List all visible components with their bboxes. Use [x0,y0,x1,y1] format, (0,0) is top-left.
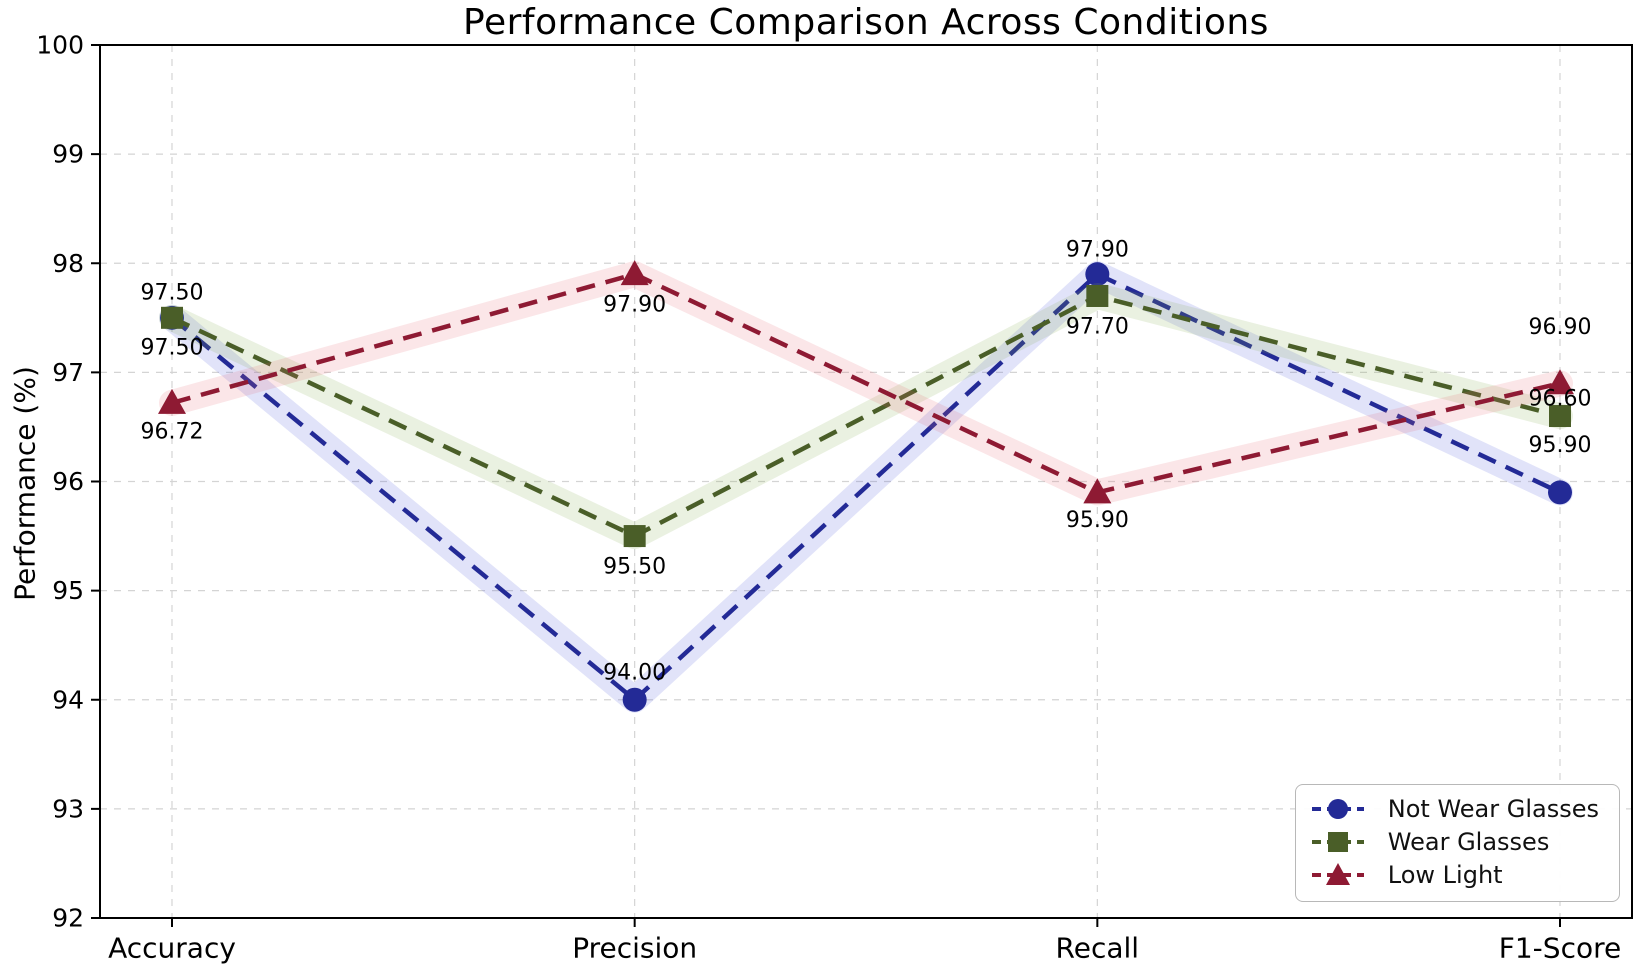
legend-item-low-light: Low Light [1310,861,1599,889]
value-label-not-wear-glasses-precision: 94.00 [603,660,666,685]
not-wear-glasses-point-recall [1085,262,1110,287]
value-label-not-wear-glasses-f1-score: 95.90 [1529,433,1592,458]
wear-glasses-point-f1-score [1549,405,1571,428]
y-tick-label-93: 93 [52,794,84,823]
y-tick-label-92: 92 [52,904,84,933]
x-tick-label-recall: Recall [1056,932,1140,965]
not-wear-glasses-point-f1-score [1548,480,1572,505]
legend-circle-icon [1311,799,1364,819]
not-wear-glasses-point-precision [622,687,647,712]
value-label-not-wear-glasses-recall: 97.90 [1066,238,1129,263]
chart-title: Performance Comparison Across Conditions [463,2,1269,43]
legend: Not Wear Glasses Wear Glasses Low Light [1294,784,1620,902]
low-light-line [171,271,1561,495]
legend-label: Low Light [1387,861,1503,889]
x-tick-label-f1-score: F1-Score [1499,932,1621,965]
low-light-point-recall [1083,478,1112,504]
y-tick-label-98: 98 [52,249,84,278]
y-tick-label-97: 97 [52,358,84,387]
value-label-low-light-f1-score: 96.90 [1529,315,1592,340]
y-tick-label-94: 94 [52,685,84,714]
legend-triangle-icon [1311,863,1364,885]
value-label-not-wear-glasses-accuracy: 97.50 [141,335,204,360]
low-light-point-accuracy [158,388,186,414]
value-label-low-light-recall: 95.90 [1066,508,1129,533]
legend-label: Not Wear Glasses [1387,795,1599,823]
value-label-wear-glasses-recall: 97.70 [1066,314,1129,339]
value-label-wear-glasses-precision: 95.50 [603,555,666,580]
low-light-point-precision [620,260,649,286]
x-tick-label-precision: Precision [572,932,697,965]
value-label-wear-glasses-accuracy: 97.50 [141,280,204,305]
value-label-wear-glasses-f1-score: 96.60 [1529,387,1592,412]
legend-item-not-wear-glasses: Not Wear Glasses [1310,795,1599,823]
value-label-low-light-precision: 97.90 [603,293,666,318]
legend-square-icon [1311,832,1364,852]
legend-item-wear-glasses: Wear Glasses [1310,828,1599,856]
wear-glasses-point-accuracy [161,306,183,329]
x-tick-label-accuracy: Accuracy [108,932,236,965]
y-tick-label-99: 99 [52,140,84,169]
y-tick-label-95: 95 [52,576,84,605]
low-light-point-f1-score [1546,369,1574,395]
wear-glasses-line [171,293,1561,539]
legend-label: Wear Glasses [1387,828,1550,856]
value-label-low-light-accuracy: 96.72 [141,419,204,444]
y-tick-label-100: 100 [36,31,84,60]
wear-glasses-point-recall [1086,284,1109,307]
not-wear-glasses-line [170,271,1561,703]
wear-glasses-point-precision [623,525,646,548]
y-tick-label-96: 96 [52,467,84,496]
